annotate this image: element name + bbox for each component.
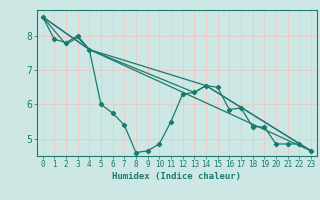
X-axis label: Humidex (Indice chaleur): Humidex (Indice chaleur) bbox=[112, 172, 241, 181]
